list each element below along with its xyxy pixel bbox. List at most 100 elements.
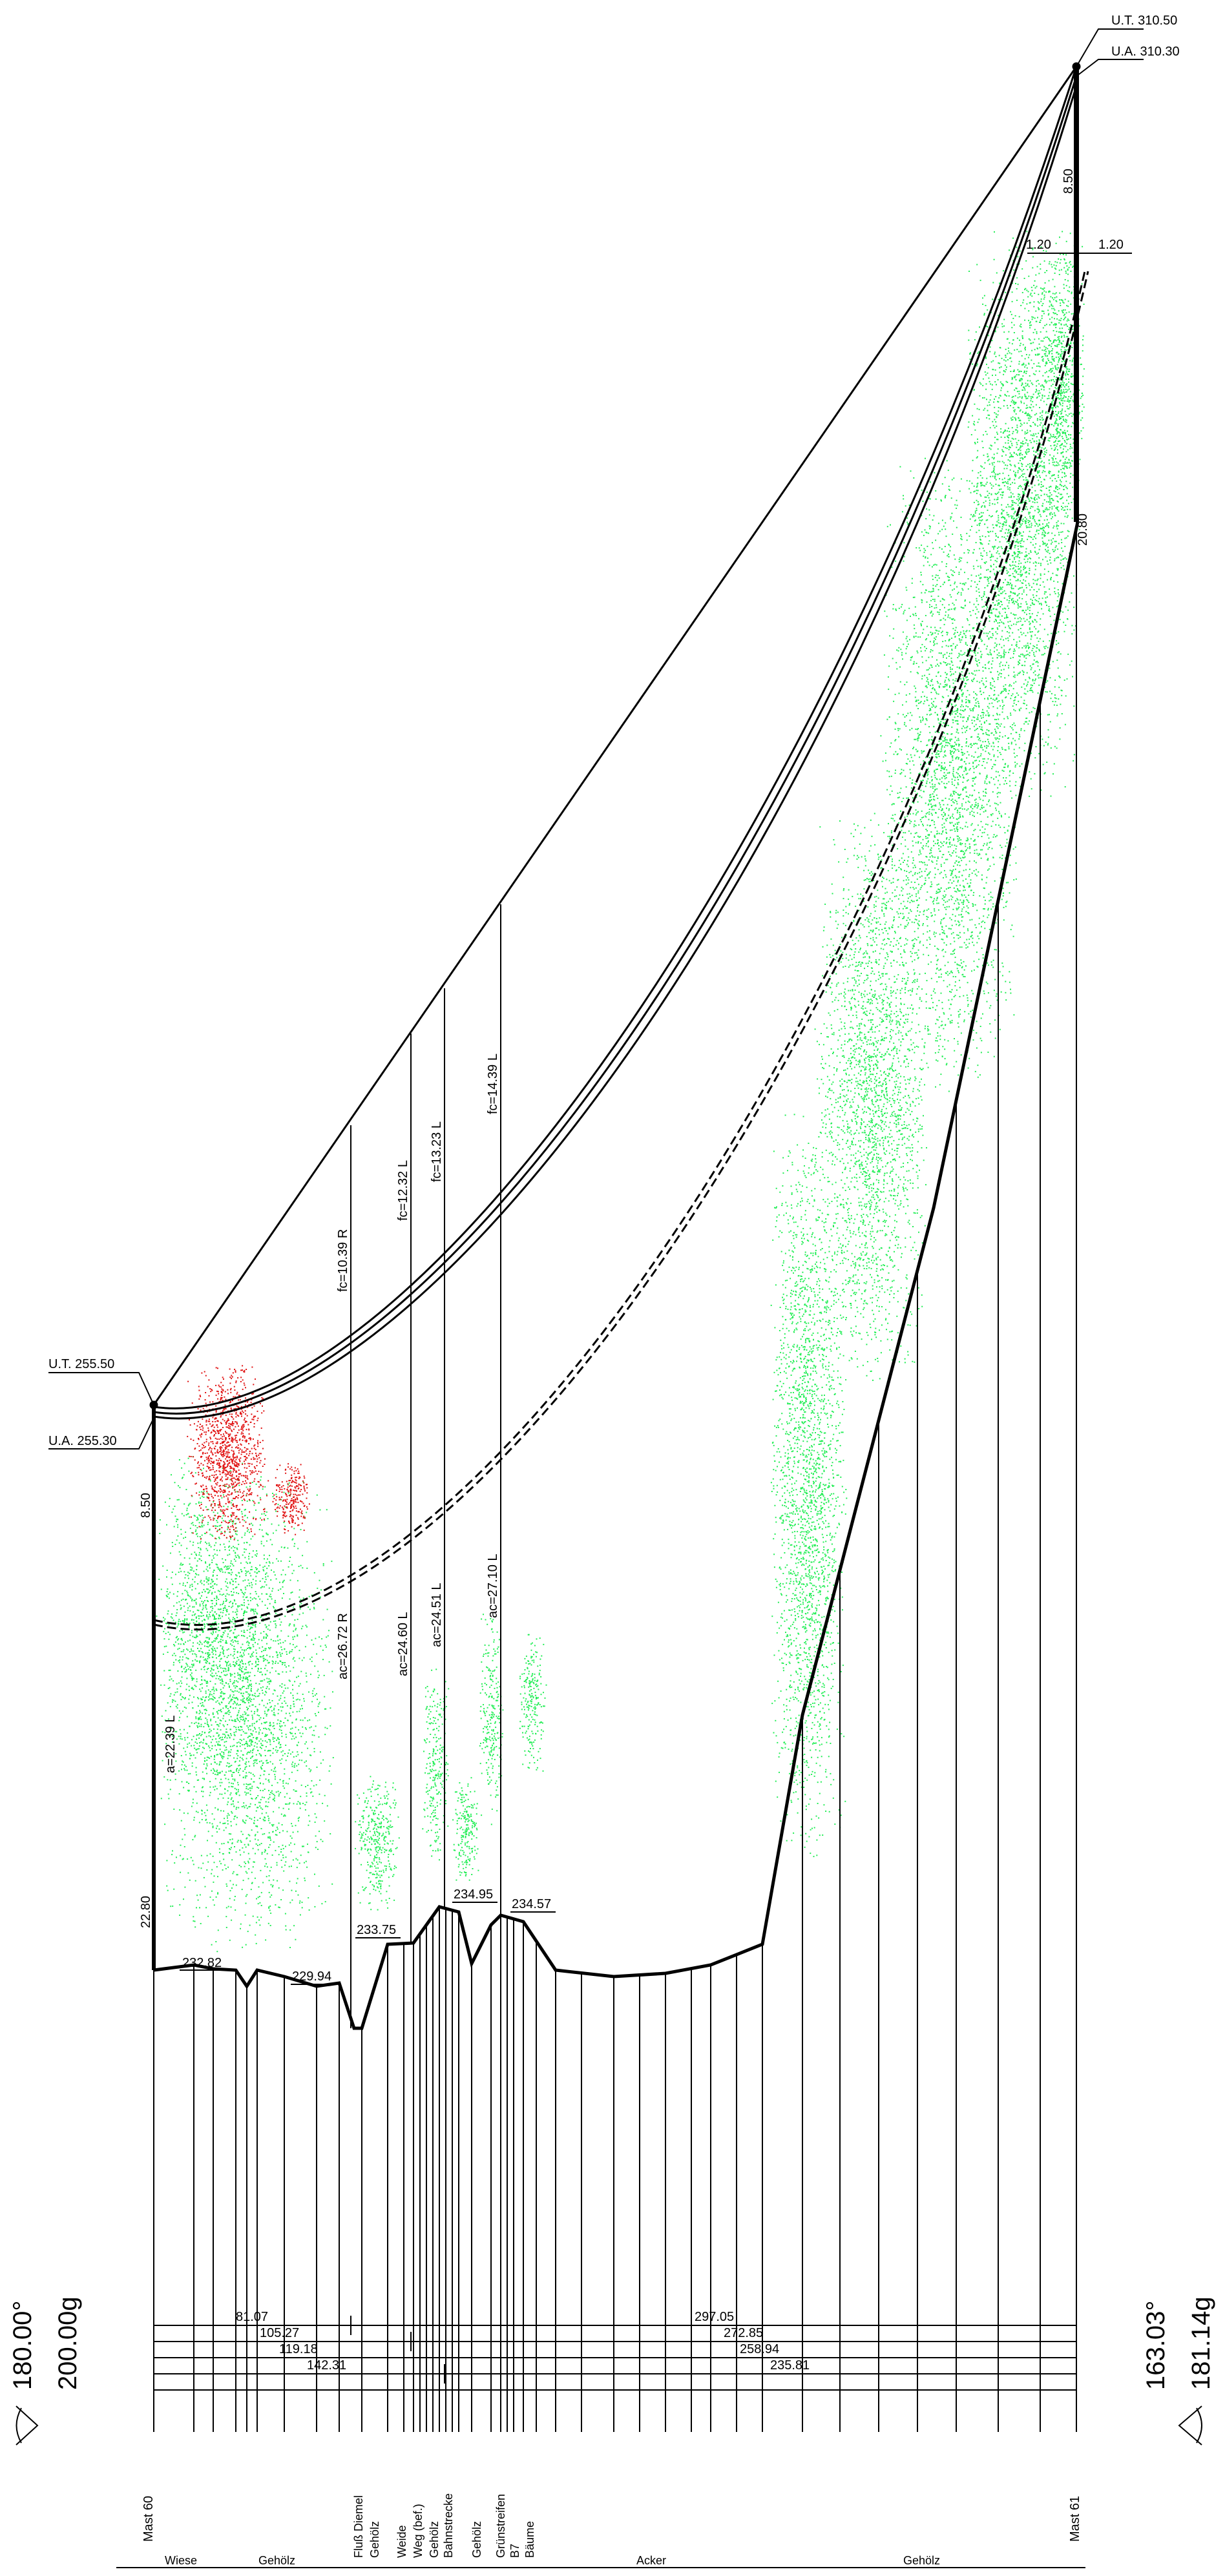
veg-point bbox=[487, 1780, 489, 1781]
veg-point bbox=[189, 1758, 191, 1760]
veg-point bbox=[528, 1660, 530, 1662]
veg-point bbox=[250, 1610, 252, 1612]
veg-point bbox=[381, 1900, 382, 1902]
veg-point bbox=[209, 1750, 211, 1752]
veg-point bbox=[436, 1706, 438, 1708]
veg-point bbox=[245, 1597, 247, 1599]
veg-point bbox=[252, 1608, 254, 1610]
veg-point bbox=[264, 1820, 266, 1822]
veg-point bbox=[269, 1837, 271, 1839]
veg-point bbox=[257, 1819, 258, 1821]
veg-point bbox=[304, 1804, 306, 1805]
veg-point bbox=[191, 1553, 193, 1555]
veg-point bbox=[237, 1606, 239, 1608]
veg-point bbox=[275, 1791, 277, 1793]
veg-point bbox=[170, 1906, 172, 1907]
veg-point bbox=[167, 1652, 169, 1653]
veg-point bbox=[205, 1615, 207, 1617]
veg-point bbox=[311, 1692, 313, 1694]
veg-point bbox=[438, 1725, 440, 1727]
veg-point bbox=[534, 1762, 536, 1763]
veg-point bbox=[248, 1643, 250, 1644]
veg-point bbox=[458, 1844, 460, 1846]
veg-point bbox=[206, 1681, 208, 1682]
veg-point bbox=[373, 1885, 375, 1887]
veg-point bbox=[205, 1767, 207, 1769]
veg-point bbox=[237, 1801, 239, 1803]
veg-point bbox=[205, 1605, 207, 1607]
veg-point bbox=[247, 1862, 249, 1864]
veg-point bbox=[236, 1745, 238, 1747]
veg-point bbox=[292, 1538, 294, 1540]
veg-point bbox=[445, 1800, 446, 1802]
veg-point bbox=[465, 1829, 466, 1831]
veg-point bbox=[204, 1641, 205, 1643]
veg-point bbox=[271, 1894, 273, 1896]
veg-point bbox=[299, 1807, 301, 1809]
veg-point bbox=[218, 1537, 220, 1538]
veg-point bbox=[236, 1816, 238, 1818]
veg-point bbox=[424, 1740, 426, 1742]
veg-point bbox=[255, 1575, 257, 1577]
veg-point bbox=[236, 1758, 238, 1760]
veg-point bbox=[277, 1695, 278, 1697]
veg-point bbox=[198, 1748, 200, 1750]
veg-point bbox=[226, 1656, 228, 1658]
veg-point bbox=[236, 1793, 238, 1795]
veg-point bbox=[393, 1867, 395, 1869]
veg-point bbox=[434, 1840, 436, 1842]
veg-point bbox=[255, 1741, 257, 1743]
veg-point bbox=[223, 1753, 225, 1755]
veg-point bbox=[213, 1708, 215, 1710]
veg-point bbox=[252, 1847, 254, 1849]
veg-point bbox=[211, 1626, 213, 1628]
veg-point bbox=[314, 1665, 316, 1667]
veg-point bbox=[240, 1589, 242, 1590]
veg-point bbox=[275, 1612, 277, 1614]
veg-point bbox=[386, 1822, 388, 1823]
veg-point bbox=[221, 1771, 223, 1772]
veg-point bbox=[246, 1611, 247, 1613]
veg-point bbox=[527, 1634, 529, 1636]
veg-point bbox=[184, 1671, 186, 1673]
veg-point bbox=[288, 1752, 289, 1754]
veg-point bbox=[257, 1667, 259, 1669]
veg-point bbox=[235, 1578, 236, 1580]
veg-point bbox=[199, 1603, 201, 1605]
veg-point bbox=[223, 1698, 225, 1699]
veg-point bbox=[377, 1887, 379, 1889]
veg-point bbox=[239, 1656, 241, 1657]
veg-point bbox=[492, 1745, 493, 1747]
veg-point bbox=[252, 1535, 254, 1537]
veg-point bbox=[199, 1536, 201, 1537]
veg-point bbox=[185, 1669, 187, 1671]
veg-point bbox=[216, 1788, 218, 1790]
veg-point bbox=[235, 1823, 237, 1825]
veg-point bbox=[779, 1230, 781, 1232]
veg-point bbox=[439, 1758, 440, 1760]
veg-point bbox=[278, 1795, 280, 1797]
veg-point bbox=[531, 1730, 533, 1732]
veg-point bbox=[330, 1707, 331, 1709]
veg-point bbox=[196, 1895, 198, 1896]
veg-point bbox=[200, 1711, 202, 1713]
veg-point bbox=[496, 1786, 498, 1788]
veg-point bbox=[260, 1743, 262, 1745]
veg-point bbox=[191, 1722, 193, 1724]
veg-point bbox=[538, 1703, 539, 1705]
veg-point bbox=[242, 1833, 244, 1835]
veg-point bbox=[373, 1858, 375, 1860]
veg-point bbox=[180, 1528, 182, 1530]
veg-point bbox=[463, 1801, 465, 1802]
veg-point bbox=[179, 1659, 181, 1661]
veg-point bbox=[357, 1794, 359, 1796]
veg-point bbox=[196, 1711, 198, 1713]
veg-point bbox=[187, 1513, 189, 1515]
veg-point bbox=[280, 1646, 282, 1648]
veg-point bbox=[467, 1785, 469, 1787]
veg-point bbox=[479, 1692, 481, 1694]
veg-point bbox=[244, 1579, 246, 1581]
veg-point bbox=[207, 1915, 209, 1917]
veg-point bbox=[534, 1706, 536, 1708]
veg-point bbox=[240, 1831, 242, 1833]
